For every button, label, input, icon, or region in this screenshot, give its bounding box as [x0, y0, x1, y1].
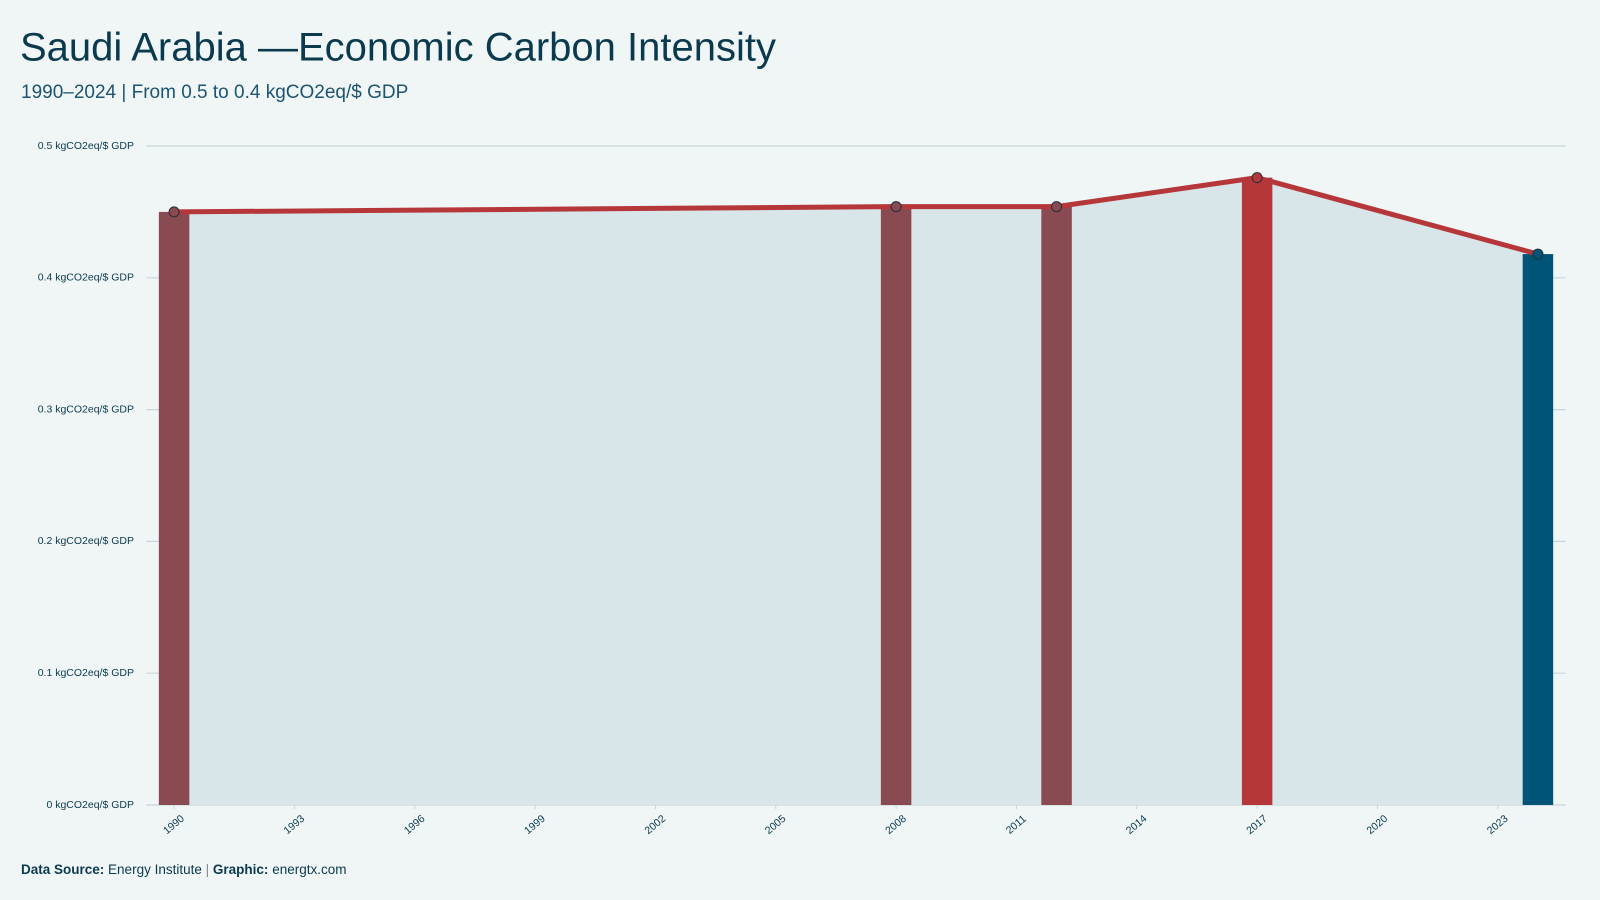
source: Energy Institute [108, 862, 202, 877]
y-tick-label: 0.1 kgCO2eq/$ GDP [38, 667, 134, 679]
x-tick-label: 2002 [642, 813, 668, 837]
x-tick-label: 1999 [522, 813, 548, 837]
bar [1041, 206, 1072, 806]
point [168, 206, 180, 218]
x-tick-label: 2008 [883, 813, 909, 837]
x-tick-label: 2017 [1244, 813, 1270, 837]
y-tick-label: 0.5 kgCO2eq/$ GDP [38, 140, 134, 152]
point [1051, 201, 1063, 213]
x-tick-label: 2020 [1365, 813, 1391, 837]
y-tick-label: 0.2 kgCO2eq/$ GDP [38, 535, 134, 547]
bar [158, 211, 190, 805]
chart-title: Saudi Arabia —Economic Carbon Intensity [20, 26, 776, 70]
separator: | [206, 862, 210, 877]
chart-subtitle: 1990–2024 | From 0.5 to 0.4 kgCO2eq/$ GD… [21, 82, 408, 103]
y-tick-label: 0.3 kgCO2eq/$ GDP [38, 403, 134, 415]
area [174, 177, 1538, 805]
point [1532, 248, 1544, 260]
x-tick-label: 2023 [1485, 813, 1511, 837]
graphic-label: Graphic: [213, 862, 269, 877]
source-label: Data Source: [21, 862, 104, 877]
bar [1522, 254, 1554, 806]
point [1251, 172, 1263, 184]
x-tick-label: 2014 [1124, 813, 1150, 837]
y-tick-label: 0.4 kgCO2eq/$ GDP [38, 272, 134, 284]
x-tick-label: 1990 [161, 813, 187, 837]
footer: Data Source: Energy Institute | Graphic:… [21, 862, 346, 877]
x-tick-label: 2005 [763, 813, 789, 837]
bar [880, 206, 912, 806]
graphic: energtx.com [272, 862, 346, 877]
y-tick-label: 0 kgCO2eq/$ GDP [46, 799, 134, 811]
x-tick-label: 1996 [402, 813, 428, 837]
x-tick-label: 2011 [1004, 813, 1029, 837]
bar [1241, 177, 1273, 805]
point [890, 201, 902, 213]
x-tick-label: 1993 [281, 813, 307, 837]
